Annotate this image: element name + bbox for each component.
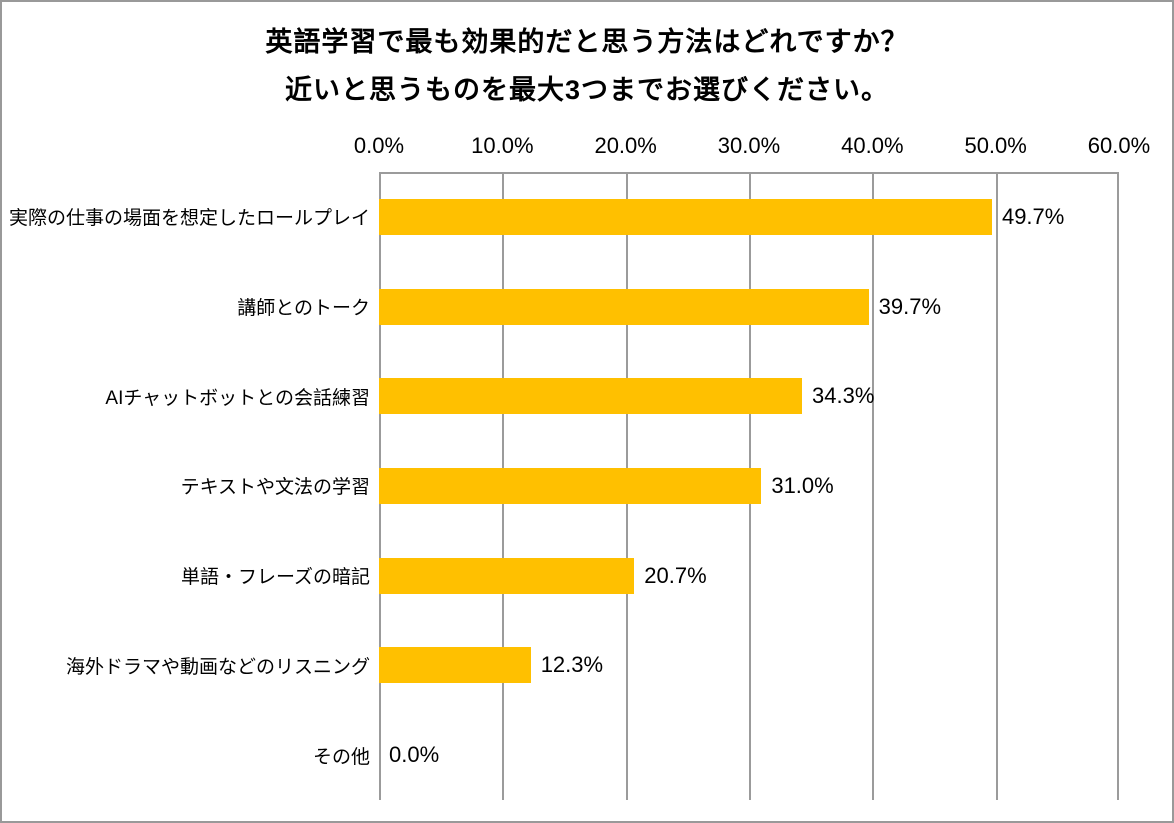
bar bbox=[379, 378, 803, 415]
x-axis-tick-labels: 0.0% 10.0% 20.0% 30.0% 40.0% 50.0% 60.0% bbox=[2, 2, 1172, 172]
bar bbox=[379, 557, 635, 594]
gridline bbox=[1117, 172, 1119, 800]
chart-title: 英語学習で最も効果的だと思う方法はどれですか？ 近いと思うものを最大3つまでお選… bbox=[2, 18, 1172, 114]
chart-row: 20.7% bbox=[379, 531, 1119, 621]
x-axis-tick-label: 60.0% bbox=[1087, 133, 1151, 158]
chart-row: 34.3% bbox=[379, 351, 1119, 441]
x-axis-tick-label: 30.0% bbox=[717, 133, 781, 158]
chart-row: 39.7% bbox=[379, 262, 1119, 352]
x-axis-tick-label: 50.0% bbox=[964, 133, 1027, 158]
value-label: 0.0% bbox=[389, 742, 440, 768]
chart-title-line-1: 英語学習で最も効果的だと思う方法はどれですか？ bbox=[265, 27, 909, 57]
plot-area: 49.7% 39.7% 34.3% 31.0% 20.7% 12.3% 0.0% bbox=[379, 172, 1119, 800]
value-label: 49.7% bbox=[1001, 203, 1065, 229]
bar bbox=[379, 467, 762, 504]
value-label: 20.7% bbox=[644, 562, 707, 588]
value-label: 12.3% bbox=[540, 652, 604, 678]
value-label: 31.0% bbox=[771, 472, 834, 498]
chart-row: 0.0% bbox=[379, 710, 1119, 800]
x-axis-tick-label: 20.0% bbox=[594, 133, 657, 158]
category-label: その他 bbox=[312, 746, 370, 768]
chart-row: 12.3% bbox=[379, 621, 1119, 711]
bar bbox=[379, 288, 869, 325]
gridline bbox=[995, 172, 998, 800]
value-label: 34.3% bbox=[812, 383, 875, 409]
chart-title-line-2: 近いと思うものを最大3つまでお選びください。 bbox=[284, 75, 889, 105]
category-label: 単語・フレーズの暗記 bbox=[180, 567, 370, 589]
x-axis-tick-label: 40.0% bbox=[841, 133, 904, 158]
chart-row: 49.7% bbox=[379, 172, 1119, 262]
x-axis-tick-label: 10.0% bbox=[471, 133, 534, 158]
value-label: 39.7% bbox=[878, 293, 942, 319]
category-label: AIチャットボットとの会話練習 bbox=[105, 387, 370, 409]
category-label: 講師とのトーク bbox=[237, 298, 370, 320]
y-axis-category-labels: 実際の仕事の場面を想定したロールプレイ講師とのトーク AIチャットボットとの会話練… bbox=[2, 172, 379, 800]
x-axis-tick-label: 0.0% bbox=[353, 133, 405, 158]
gridline bbox=[872, 172, 875, 800]
category-label: テキストや文法の学習 bbox=[180, 477, 370, 499]
category-label: 海外ドラマや動画などのリスニング bbox=[65, 656, 370, 678]
chart-row: 31.0% bbox=[379, 441, 1119, 531]
bar bbox=[379, 198, 992, 235]
category-label: 実際の仕事の場面を想定したロールプレイ bbox=[8, 208, 370, 230]
bar bbox=[379, 647, 531, 684]
